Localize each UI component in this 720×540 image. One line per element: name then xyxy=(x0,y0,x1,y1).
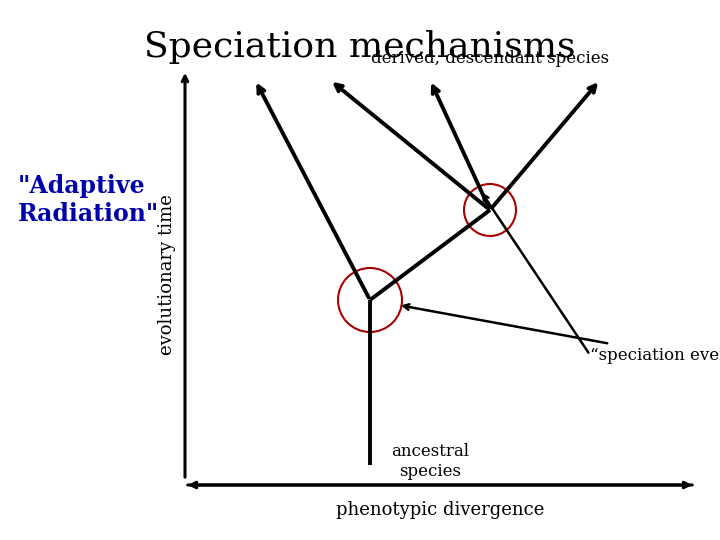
Text: evolutionary time: evolutionary time xyxy=(158,194,176,355)
Text: phenotypic divergence: phenotypic divergence xyxy=(336,501,544,519)
Text: derived, descendant species: derived, descendant species xyxy=(371,50,609,67)
Text: Speciation mechanisms: Speciation mechanisms xyxy=(144,30,576,64)
Text: ancestral
species: ancestral species xyxy=(391,443,469,480)
Text: “speciation events”: “speciation events” xyxy=(403,304,720,363)
Text: "Adaptive
Radiation": "Adaptive Radiation" xyxy=(18,174,159,226)
